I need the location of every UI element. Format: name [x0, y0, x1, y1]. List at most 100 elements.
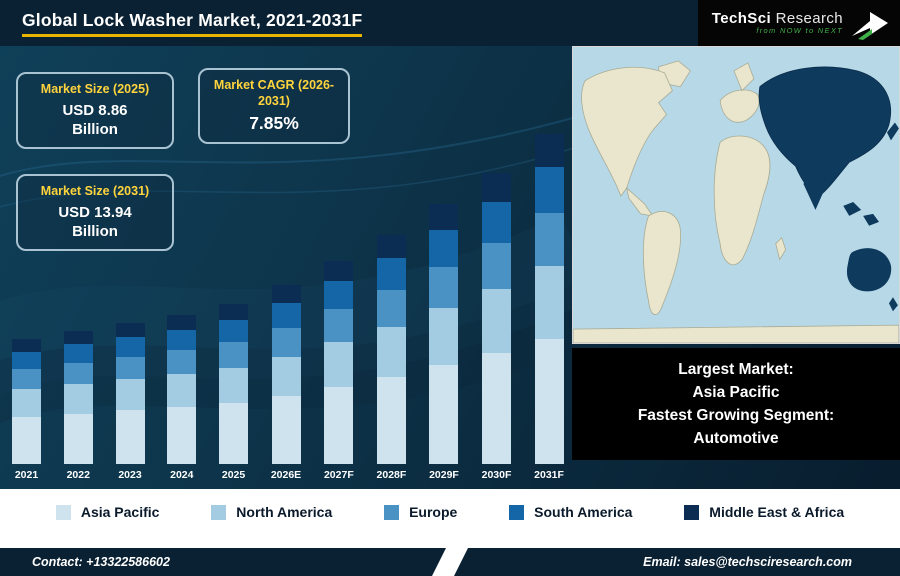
logo-text: TechSci Research from NOW to NEXT [712, 10, 843, 36]
bar-group-2031f: 2031F [534, 133, 564, 481]
bar-segment-asia-pacific [324, 386, 354, 464]
bar-segment-europe [376, 289, 406, 327]
bar-segment-middle-east-africa [115, 322, 145, 337]
legend-label-south-america: South America [534, 504, 633, 520]
card-value: 7.85% [249, 113, 299, 134]
bar-segment-asia-pacific [12, 416, 41, 464]
stacked-bar-2028f [376, 234, 406, 464]
card-value-unit: Billion [72, 223, 118, 241]
legend-swatch-north-america [211, 504, 227, 520]
bar-segment-north-america [534, 265, 564, 339]
bar-segment-south-america [12, 351, 41, 369]
bar-segment-north-america [12, 389, 41, 417]
bar-segment-europe [219, 342, 249, 369]
legend-item-south-america: South America [509, 504, 632, 520]
stacked-bar-chart: 2021 2022 2023 2024 2025 2026E 2027F 2028F 2029F… [12, 133, 564, 481]
market-highlight-box: Largest Market: Asia Pacific Fastest Gro… [572, 348, 900, 460]
map-central-america [626, 186, 654, 217]
legend-swatch-asia-pacific [55, 504, 71, 520]
bar-group-2021: 2021 [12, 339, 41, 481]
bar-group-2022: 2022 [63, 331, 93, 481]
stacked-bar-2025 [219, 303, 249, 464]
footer-email-ribbon: Email: sales@techsciresearch.com [454, 548, 900, 576]
map-india-highlighted [803, 164, 824, 210]
bar-segment-europe [63, 363, 93, 385]
x-axis-label-2026e: 2026E [270, 469, 302, 481]
bar-segment-asia-pacific [115, 410, 145, 464]
stacked-bar-2022 [63, 331, 93, 464]
market-size-2025-card: Market Size (2025) USD 8.86 Billion [16, 72, 174, 149]
bar-segment-middle-east-africa [482, 172, 511, 202]
main-panel: Market Size (2025) USD 8.86 Billion Mark… [0, 46, 900, 489]
bar-segment-north-america [376, 326, 406, 377]
logo-tagline: from NOW to NEXT [756, 26, 843, 36]
x-axis-label-2025: 2025 [221, 469, 246, 481]
bar-segment-south-america [271, 303, 301, 329]
x-axis-label-2021: 2021 [14, 469, 39, 481]
bar-segment-asia-pacific [167, 407, 197, 464]
bar-segment-north-america [429, 308, 459, 366]
bar-segment-south-america [324, 281, 354, 310]
x-axis-label-2024: 2024 [170, 469, 194, 481]
map-japan-highlighted [886, 122, 899, 141]
bar-segment-south-america [167, 329, 197, 351]
stacked-bar-2031f [534, 133, 564, 464]
stacked-bar-2029f [429, 204, 459, 464]
legend-item-europe: Europe [384, 504, 457, 520]
bar-segment-south-america [63, 344, 93, 364]
legend-swatch-europe [384, 504, 400, 520]
x-axis-label-2031f: 2031F [534, 469, 564, 481]
logo-brand: TechSci Research [712, 10, 843, 27]
highlight-line-fastest-segment-value: Automotive [693, 430, 779, 448]
legend-label-north-america: North America [236, 504, 333, 520]
bar-segment-north-america [482, 289, 511, 354]
map-europe [719, 89, 760, 123]
bar-segment-asia-pacific [482, 353, 511, 464]
bar-group-2028f: 2028F [376, 234, 407, 481]
bar-segment-north-america [115, 379, 145, 411]
bar-segment-middle-east-africa [376, 234, 406, 258]
bar-group-2026e: 2026E [271, 285, 301, 481]
stacked-bar-2021 [12, 339, 41, 464]
footer-contact-ribbon: Contact: +13322586602 [0, 548, 446, 576]
legend-item-north-america: North America [211, 504, 332, 520]
footer: Contact: +13322586602 Email: sales@techs… [0, 548, 900, 576]
map-north-america [581, 66, 673, 197]
card-title: Market CAGR (2026-2031) [213, 78, 335, 108]
card-value-unit: Billion [72, 121, 118, 139]
map-australia-highlighted [846, 248, 892, 292]
map-new-zealand-highlighted [888, 297, 898, 312]
x-axis-label-2028f: 2028F [376, 469, 407, 481]
legend-label-asia-pacific: Asia Pacific [80, 504, 160, 520]
bar-segment-europe [271, 328, 301, 357]
bar-segment-europe [324, 309, 354, 343]
bar-segment-asia-pacific [63, 413, 93, 464]
page-title: Global Lock Washer Market, 2021-2031F [22, 10, 363, 37]
bar-segment-asia-pacific [534, 338, 564, 464]
logo-brand-secondary: Research [775, 10, 843, 28]
bar-segment-north-america [219, 368, 249, 404]
techsci-logo: TechSci Research from NOW to NEXT [697, 0, 900, 46]
stacked-bar-2030f [482, 172, 511, 464]
map-indonesia-highlighted [843, 201, 862, 216]
x-axis-label-2027f: 2027F [323, 469, 354, 481]
logo-arrow-icon [852, 12, 888, 40]
market-size-2031-card: Market Size (2031) USD 13.94 Billion [16, 174, 174, 251]
bar-segment-middle-east-africa [167, 314, 197, 330]
bar-group-2025: 2025 [219, 303, 249, 481]
bar-group-2027f: 2027F [323, 260, 354, 481]
map-scandinavia [733, 62, 755, 92]
bar-segment-south-america [219, 320, 249, 343]
bar-segment-asia-pacific [219, 403, 249, 464]
legend-item-middle-east-africa: Middle East & Africa [684, 504, 844, 520]
highlight-line-largest-market-value: Asia Pacific [692, 383, 780, 401]
bar-segment-europe [115, 356, 145, 380]
map-africa [713, 135, 771, 266]
highlight-line-fastest-segment-label: Fastest Growing Segment: [637, 407, 835, 424]
footer-email-text: Email: sales@techsciresearch.com [643, 555, 852, 569]
x-axis-label-2029f: 2029F [429, 469, 459, 481]
bar-group-2029f: 2029F [429, 204, 459, 481]
bar-group-2030f: 2030F [482, 172, 511, 481]
bar-segment-middle-east-africa [12, 339, 41, 352]
